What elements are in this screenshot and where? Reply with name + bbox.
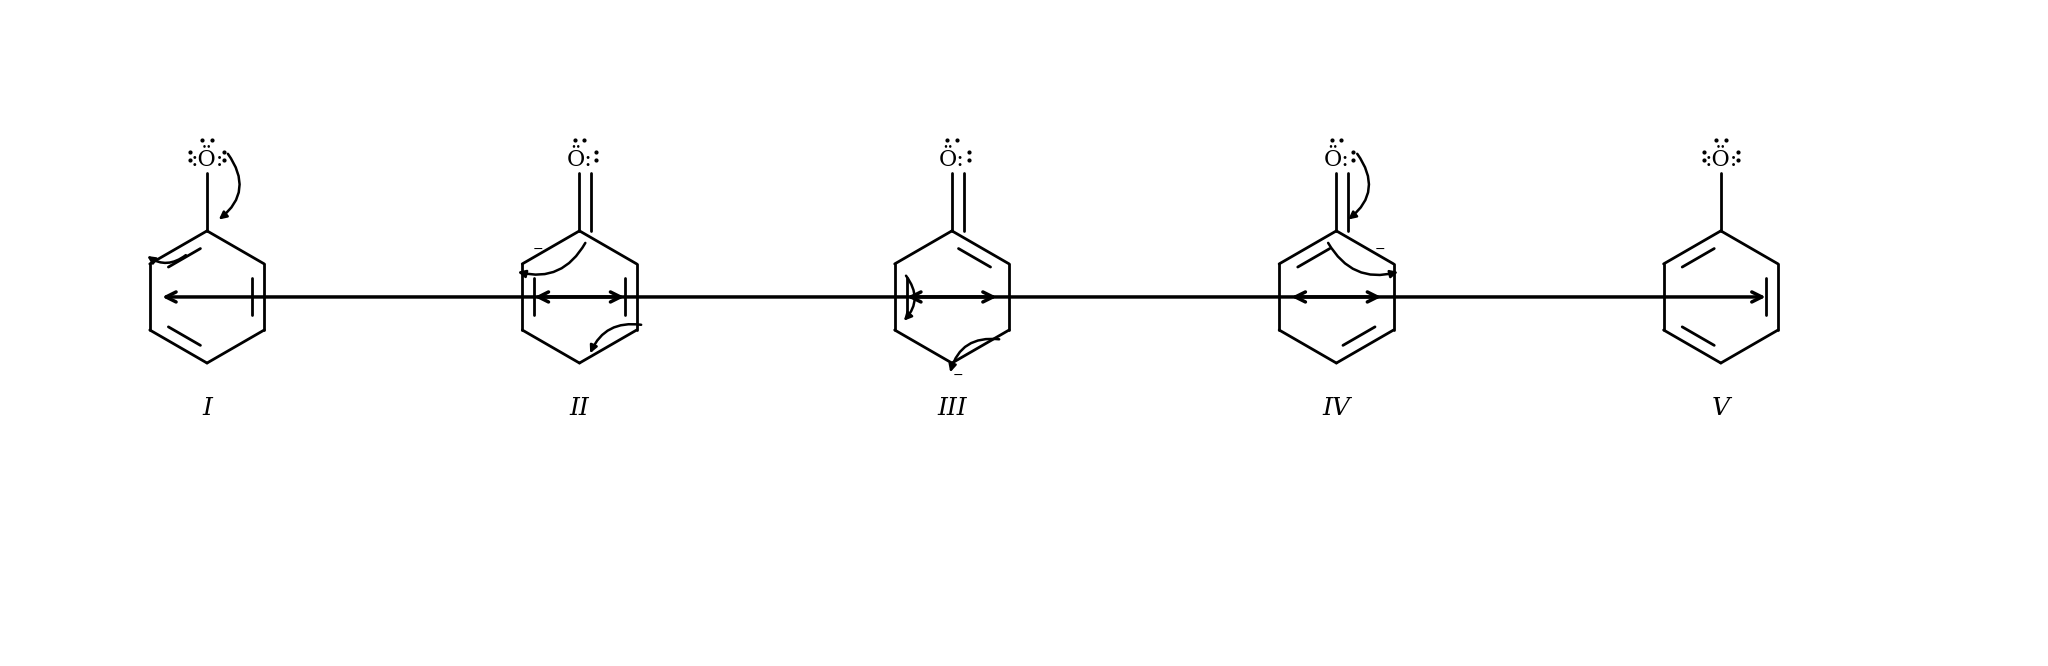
Text: :Ö:: :Ö: [1704,149,1737,170]
Text: III: III [938,397,967,420]
Text: IV: IV [1323,397,1350,420]
Text: I: I [203,397,211,420]
Text: II: II [569,397,590,420]
Text: V: V [1712,397,1731,420]
Text: Ö:: Ö: [1323,149,1350,170]
Text: Ö:: Ö: [567,149,592,170]
Text: $^-$: $^-$ [1372,245,1386,263]
Text: Ö:: Ö: [940,149,965,170]
Text: $^-$: $^-$ [950,371,965,389]
Text: :Ö:: :Ö: [190,149,223,170]
Text: $^-$: $^-$ [530,245,543,263]
